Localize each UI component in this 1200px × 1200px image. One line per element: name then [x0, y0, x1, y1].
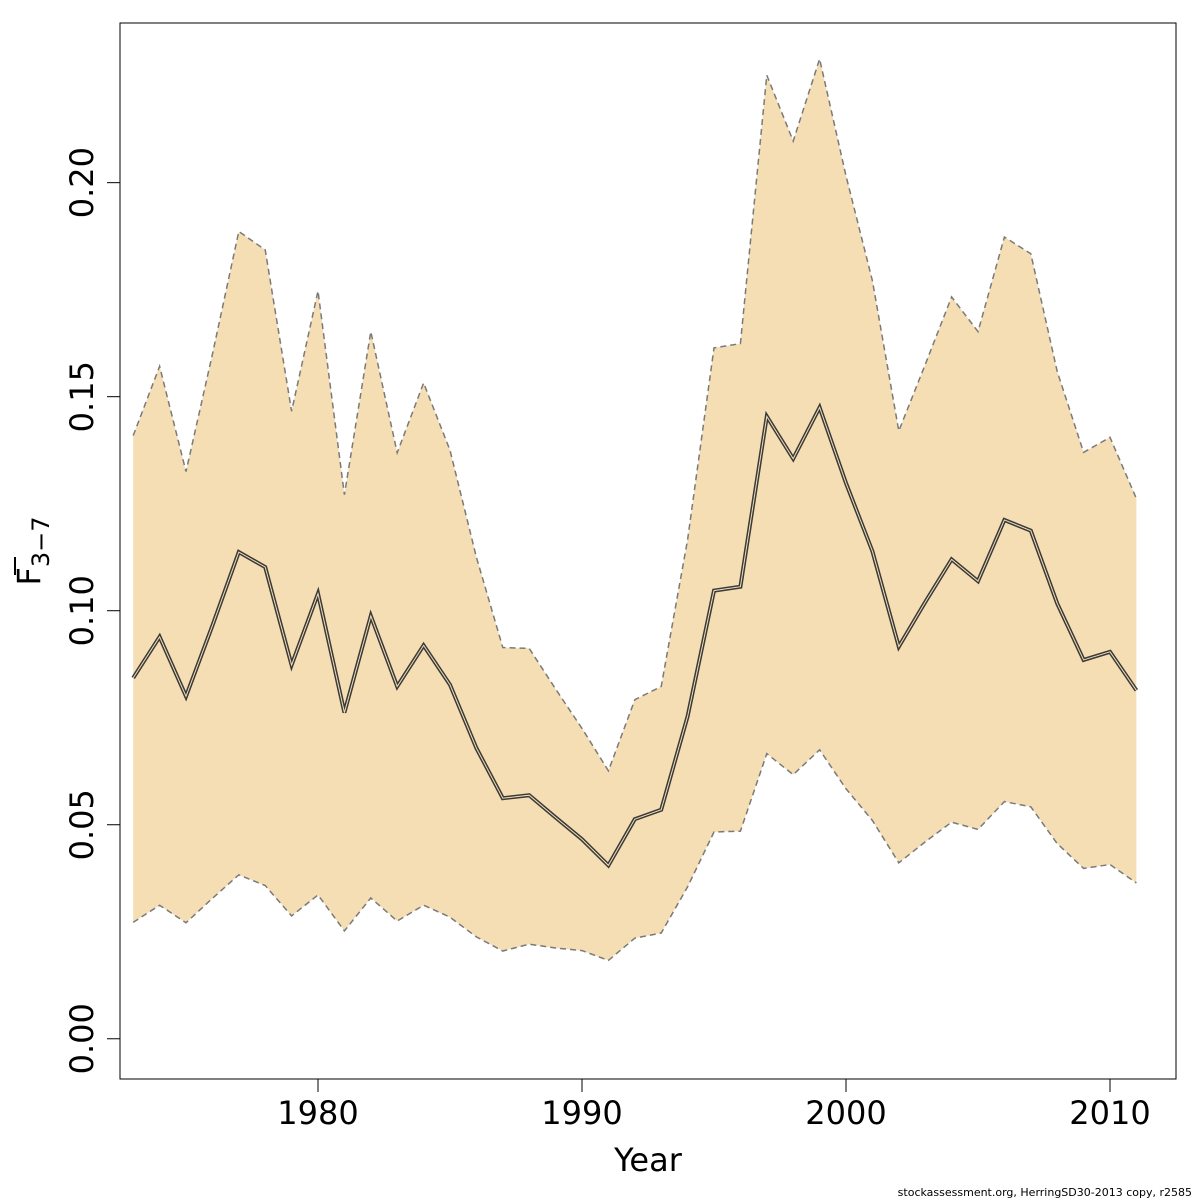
y-axis-title: F3−7	[10, 516, 55, 585]
y-axis: 0.00 0.05 0.10 0.15 0.20	[63, 147, 121, 1074]
footer-credit: stockassessment.org, HerringSD30-2013 co…	[898, 1186, 1192, 1199]
x-axis: 1980 1990 2000 2010	[277, 1078, 1151, 1132]
confidence-band	[133, 58, 1137, 961]
series-line-layer	[131, 56, 1139, 962]
x-tick-label: 1980	[277, 1094, 358, 1132]
x-tick-label: 2010	[1069, 1094, 1150, 1132]
lower-bound-line	[132, 748, 1137, 962]
upper-bound-line	[132, 56, 1138, 773]
x-tick-label: 2000	[805, 1094, 886, 1132]
svg-text:F3−7: F3−7	[10, 516, 55, 585]
x-axis-title: Year	[613, 1141, 683, 1179]
y-axis-title-sub: 3−7	[27, 516, 55, 567]
y-tick-label: 0.10	[63, 575, 101, 646]
y-axis-title-base: F	[10, 567, 48, 585]
y-tick-label: 0.05	[63, 789, 101, 860]
confidence-band-layer	[133, 58, 1137, 961]
mean-line-inner	[132, 406, 1137, 867]
y-tick-label: 0.20	[63, 147, 101, 218]
x-tick-label: 1990	[541, 1094, 622, 1132]
y-tick-label: 0.00	[63, 1003, 101, 1074]
y-tick-label: 0.15	[63, 361, 101, 432]
